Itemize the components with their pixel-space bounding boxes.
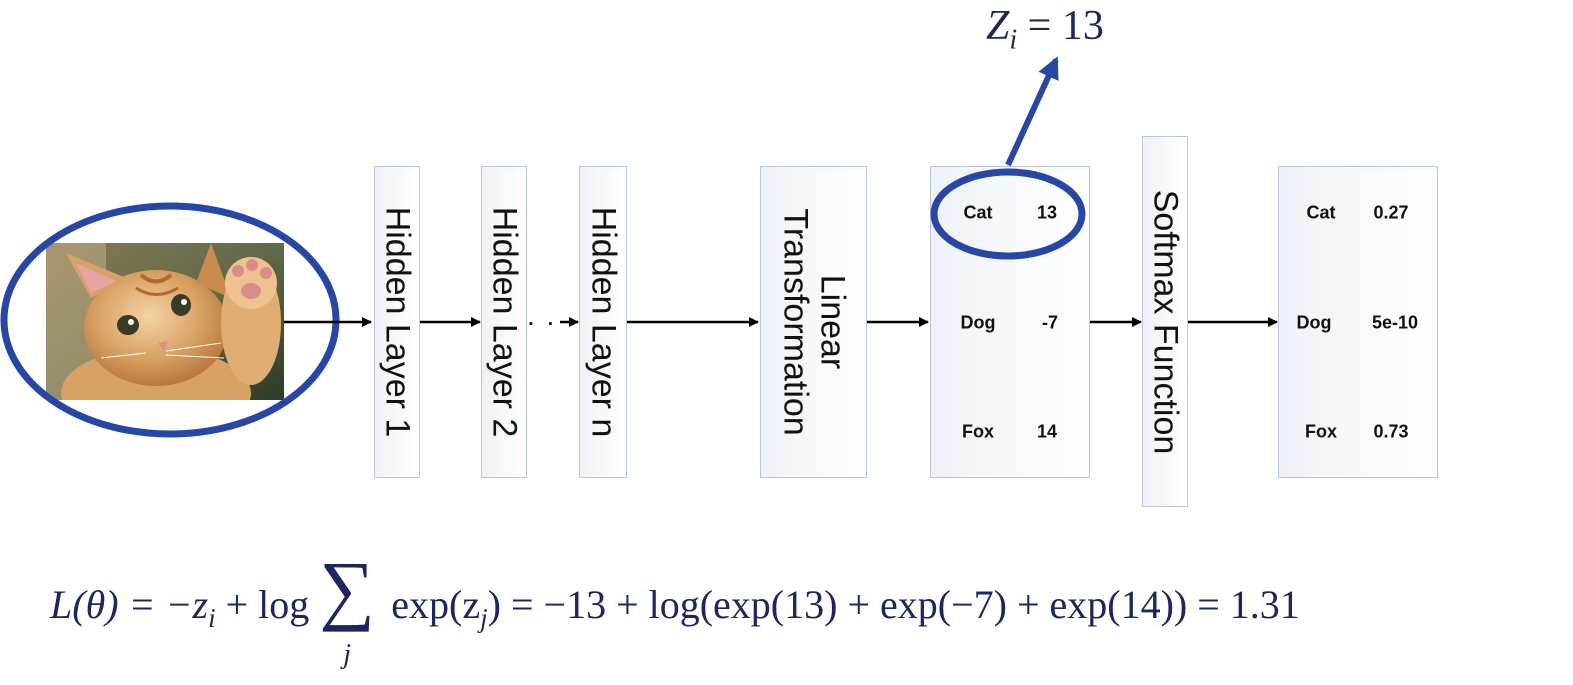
- prob-value-cat: 0.27: [1373, 202, 1409, 223]
- hidden-layer-n-box: Hidden Layer n: [579, 166, 627, 478]
- linear-transformation-box: Linear Transformation: [760, 166, 867, 478]
- loss-formula: L(θ) = −zi + log ∑ j exp(zj) = −13 + log…: [50, 549, 1300, 668]
- loss-plus-log: + log: [215, 582, 310, 627]
- sum-index: j: [343, 638, 352, 670]
- logit-value-fox: 14: [1036, 421, 1058, 442]
- zi-callout: Zi = 13: [986, 2, 1104, 56]
- prob-label-dog: Dog: [1296, 312, 1332, 333]
- logit-label-fox: Fox: [961, 421, 995, 442]
- loss-lhs-sub: i: [208, 603, 216, 633]
- loss-exp-open: exp(z: [381, 582, 481, 627]
- zi-var: Z: [986, 3, 1010, 49]
- kitten-photo: [46, 243, 284, 400]
- logit-label-cat: Cat: [963, 202, 993, 223]
- input-highlight-ellipse: [0, 202, 340, 438]
- prob-value-dog: 5e-10: [1371, 312, 1419, 333]
- logit-label-dog: Dog: [960, 312, 996, 333]
- sum-symbol: ∑: [319, 544, 375, 632]
- prob-label-cat: Cat: [1306, 202, 1336, 223]
- prob-label-fox: Fox: [1304, 421, 1338, 442]
- softmax-function-box: Softmax Function: [1142, 136, 1188, 507]
- zi-sub: i: [1009, 24, 1018, 56]
- logits-box: [930, 166, 1090, 478]
- ellipsis-dots: . .: [527, 300, 557, 331]
- sum-operator: ∑ j: [319, 549, 381, 668]
- prob-value-fox: 0.73: [1373, 421, 1409, 442]
- zi-value: = 13: [1017, 3, 1104, 49]
- loss-exp-sub: j: [480, 603, 488, 633]
- hidden-layer-2-box: Hidden Layer 2: [481, 166, 527, 478]
- cat-logit-ellipse: [930, 168, 1086, 260]
- logit-value-cat: 13: [1036, 202, 1058, 223]
- logit-value-dog: -7: [1041, 312, 1059, 333]
- loss-lhs: L(θ) = −z: [50, 582, 209, 627]
- loss-rhs: ) = −13 + log(exp(13) + exp(−7) + exp(14…: [487, 582, 1300, 627]
- hidden-layer-1-box: Hidden Layer 1: [374, 166, 420, 478]
- probabilities-box: [1278, 166, 1438, 478]
- callout-arrow: [1005, 56, 1059, 167]
